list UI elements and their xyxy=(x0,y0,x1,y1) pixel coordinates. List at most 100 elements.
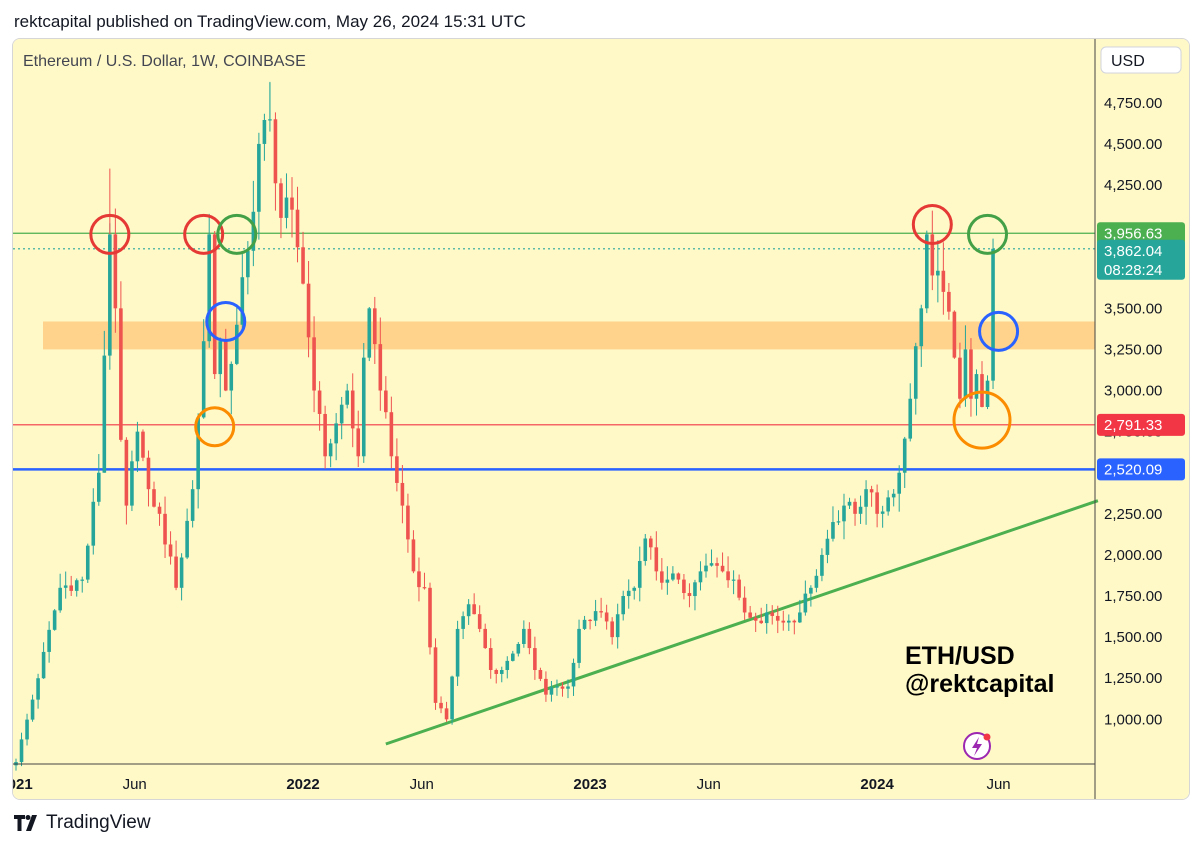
candle-body xyxy=(858,506,863,514)
blue-circle-2 xyxy=(978,310,1020,352)
candle-body xyxy=(958,357,962,399)
candle-body xyxy=(472,604,476,615)
candle-body xyxy=(119,308,123,440)
candle-body xyxy=(577,628,581,663)
red-circle-3 xyxy=(911,203,953,245)
y-tick-label: 2,000.00 xyxy=(1104,547,1162,564)
candle-body xyxy=(494,670,499,674)
candle-body xyxy=(947,291,951,312)
ascending-trendline xyxy=(385,499,1099,746)
x-axis-label: 2021 xyxy=(13,776,33,793)
candle-body xyxy=(809,587,813,594)
candle-body xyxy=(925,234,929,309)
eth-usd-weekly-chart[interactable]: Ethereum / U.S. Dollar, 1W, COINBASE ETH/… xyxy=(13,39,1189,799)
candle-body xyxy=(235,324,239,364)
candle-body xyxy=(731,579,736,581)
candle-body xyxy=(665,579,670,583)
candle-body xyxy=(499,670,504,674)
candle-body xyxy=(748,612,752,618)
candle-body xyxy=(240,277,245,325)
candle-body xyxy=(626,590,631,597)
candle-body xyxy=(152,489,156,507)
candle-body xyxy=(742,597,747,613)
candle-body xyxy=(25,719,29,740)
green-circle-1 xyxy=(216,213,258,255)
candle-body xyxy=(787,620,791,623)
x-axis-label: Jun xyxy=(410,776,434,793)
candle-body xyxy=(301,247,305,284)
candle-body xyxy=(511,653,515,661)
candle-body xyxy=(146,457,151,490)
candle-body xyxy=(389,412,394,457)
y-tick-label: 1,750.00 xyxy=(1104,588,1162,605)
candle-body xyxy=(455,628,460,677)
candle-body xyxy=(201,341,206,418)
candle-body xyxy=(334,423,338,444)
candle-body xyxy=(753,617,758,621)
supply-zone xyxy=(43,321,1095,350)
chart-frame[interactable]: Ethereum / U.S. Dollar, 1W, COINBASE ETH/… xyxy=(12,38,1190,800)
candle-body xyxy=(141,431,145,458)
candle-body xyxy=(880,511,885,514)
x-axis-label: 2022 xyxy=(286,776,319,793)
candle-body xyxy=(704,565,708,572)
candle-body xyxy=(549,687,554,695)
candle-body xyxy=(295,209,300,248)
candle-body xyxy=(886,497,890,512)
candle-body xyxy=(891,493,896,498)
candle-body xyxy=(709,563,714,566)
candle-body xyxy=(538,670,543,679)
candle-body xyxy=(737,579,741,598)
candle-body xyxy=(406,505,410,540)
candle-body xyxy=(185,520,189,558)
candle-body xyxy=(991,248,995,381)
y-tick-label: 2,250.00 xyxy=(1104,506,1162,523)
annotation-pair: ETH/USD xyxy=(905,642,1015,670)
candle-body xyxy=(544,678,548,695)
candle-body xyxy=(218,341,223,375)
red-support-level-label: 2,791.33 xyxy=(1104,417,1162,434)
candle-body xyxy=(715,563,719,566)
candle-body xyxy=(273,119,278,184)
candle-body xyxy=(615,614,620,638)
candle-body xyxy=(566,686,570,689)
y-tick-label: 3,000.00 xyxy=(1104,383,1162,400)
candle-body xyxy=(268,119,272,121)
currency-button[interactable] xyxy=(1100,46,1182,74)
candle-body xyxy=(913,346,918,399)
candle-body xyxy=(632,587,637,591)
candle-body xyxy=(317,390,322,414)
candle-body xyxy=(477,614,482,629)
candle-body xyxy=(466,604,471,617)
candle-body xyxy=(952,311,957,358)
candle-body xyxy=(163,513,167,545)
candle-body xyxy=(328,443,333,457)
last-price-level-label: 3,862.04 xyxy=(1104,243,1162,260)
candle-body xyxy=(610,621,614,638)
candle-body xyxy=(102,355,107,473)
candle-body xyxy=(444,708,449,720)
candle-body xyxy=(58,587,62,611)
tradingview-brand: TradingView xyxy=(46,812,151,833)
candle-body xyxy=(864,489,868,507)
last-price-level-tag xyxy=(1097,239,1185,280)
candle-body xyxy=(798,612,802,623)
tradingview-footer[interactable]: TradingView xyxy=(14,812,151,834)
candle-body xyxy=(461,616,465,629)
x-axis-label: 2024 xyxy=(860,776,894,793)
x-axis-label: 2023 xyxy=(573,776,606,793)
red-support-level-tag xyxy=(1097,413,1185,436)
candle-body xyxy=(63,585,68,588)
candle-body xyxy=(74,580,79,591)
candle-body xyxy=(350,390,355,429)
candle-body xyxy=(229,363,234,391)
candle-body xyxy=(30,699,35,720)
candle-body xyxy=(770,612,775,616)
candle-body xyxy=(875,492,879,514)
candle-body xyxy=(974,374,979,399)
candle-body xyxy=(378,344,383,391)
candle-body xyxy=(97,472,101,502)
candle-body xyxy=(41,651,46,679)
candle-body xyxy=(395,456,399,483)
candle-body xyxy=(19,739,24,763)
